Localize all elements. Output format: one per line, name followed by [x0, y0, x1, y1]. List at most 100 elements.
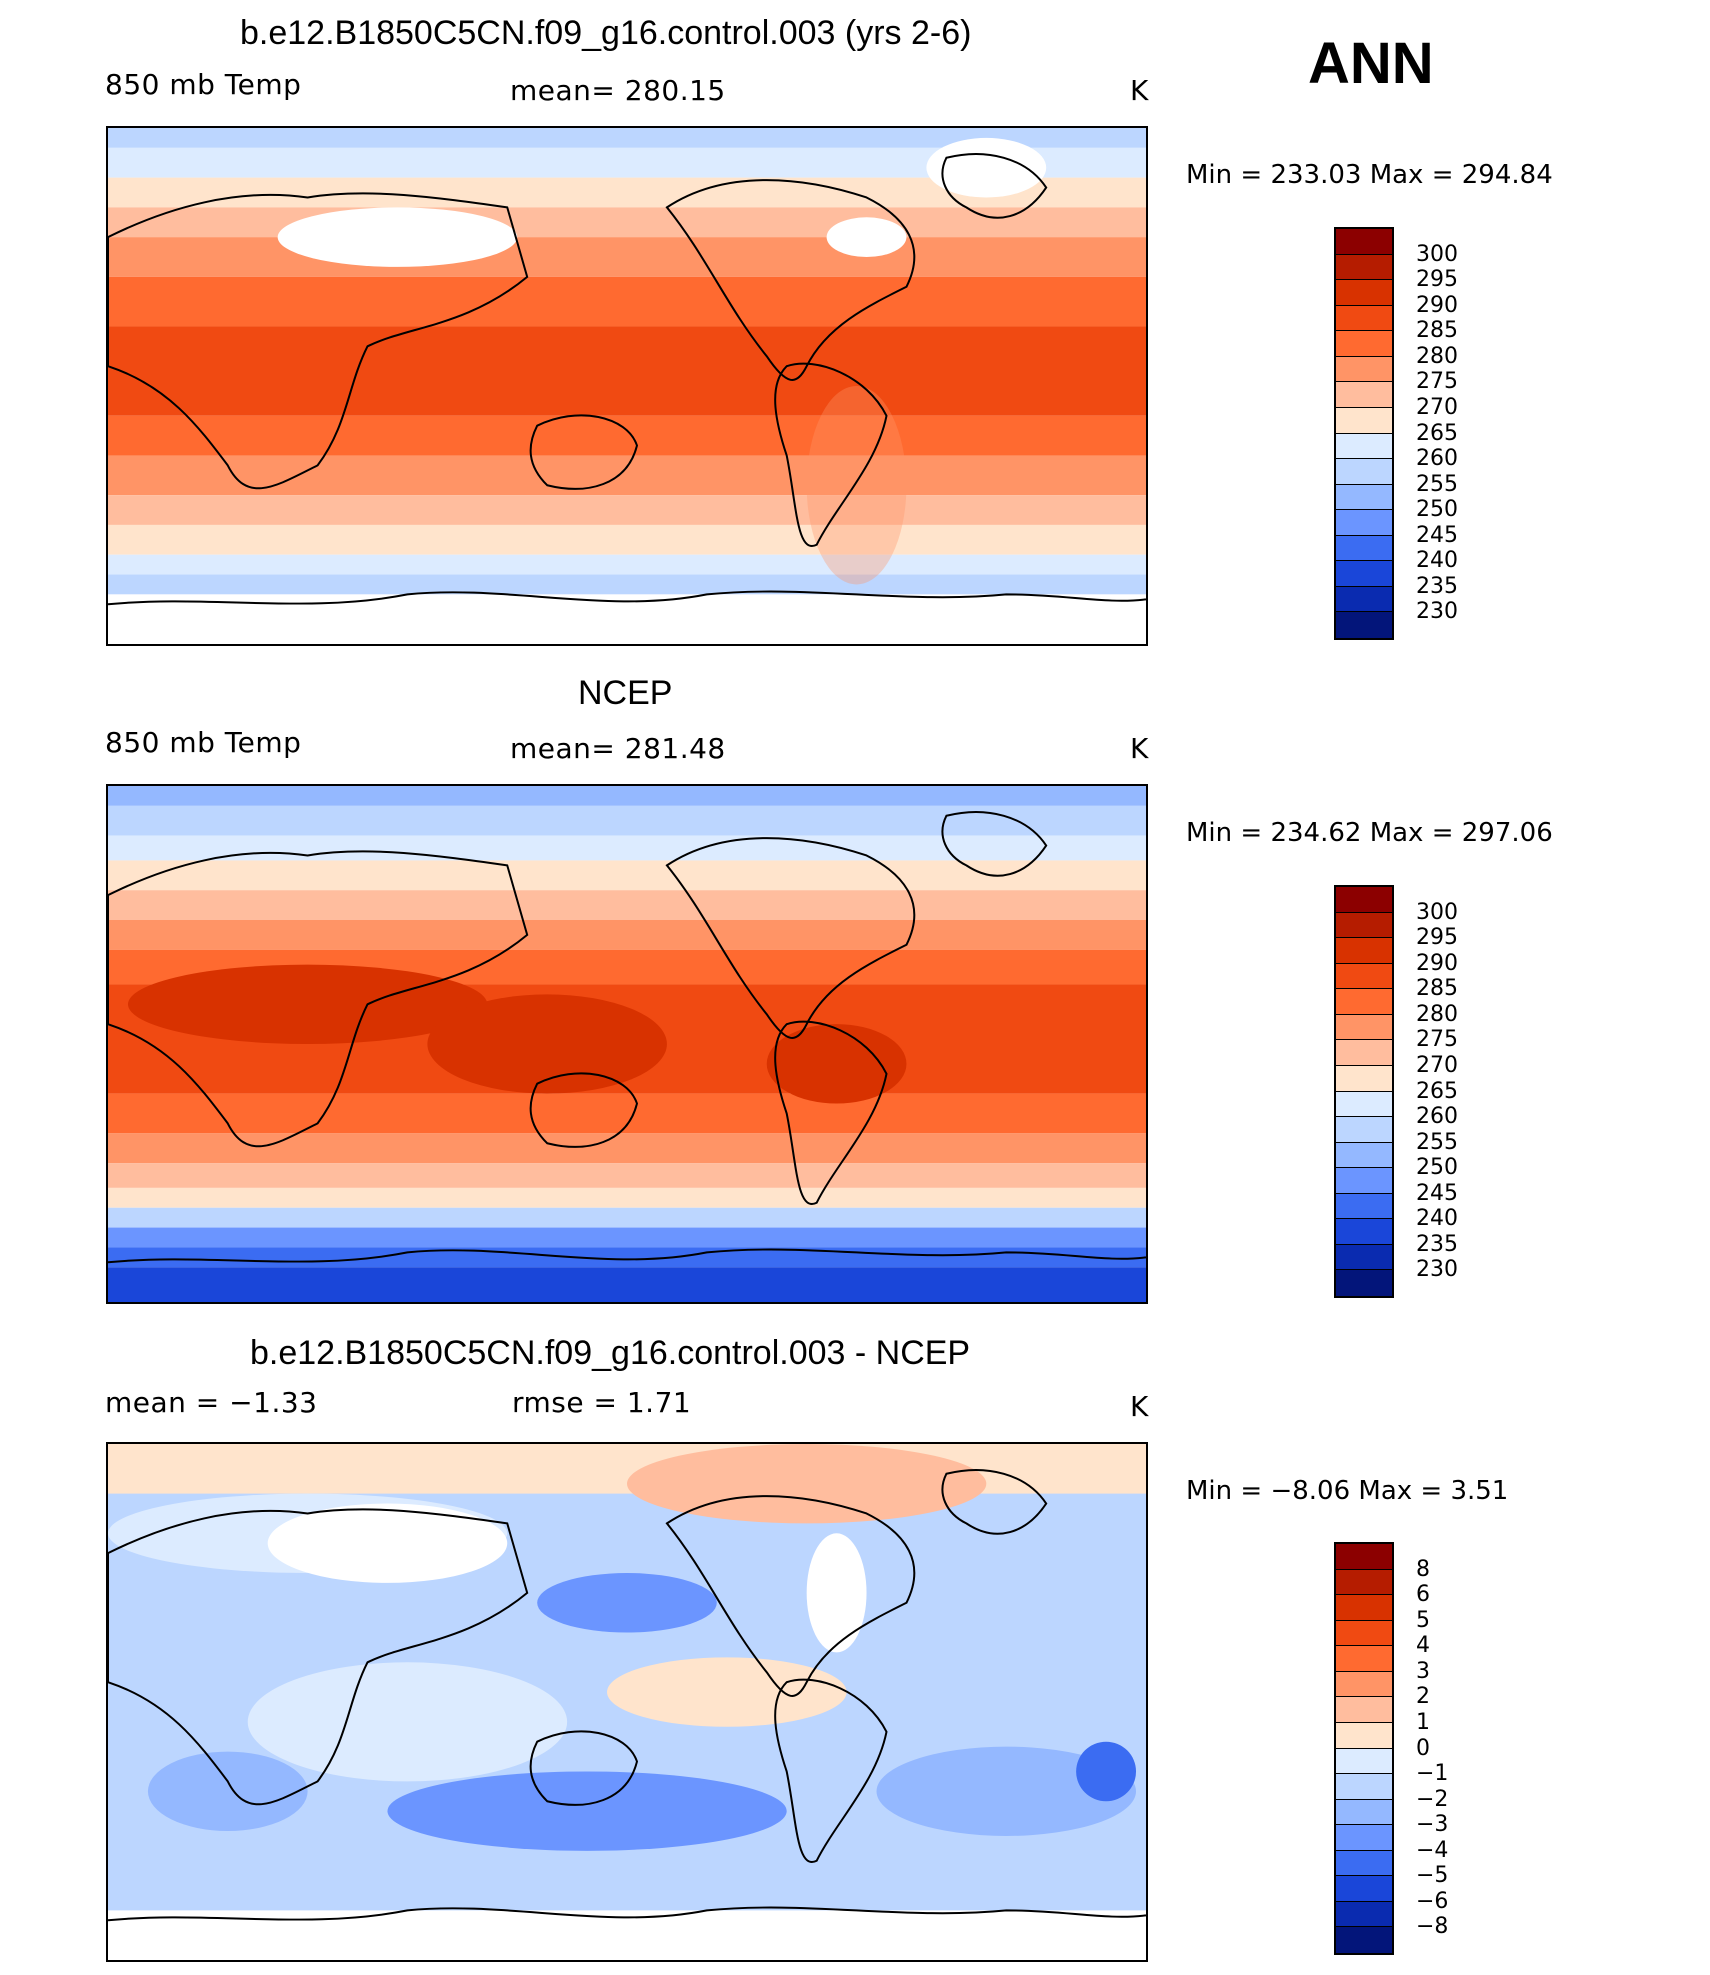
panel-3-rmse-label: rmse = 1.71 [512, 1386, 692, 1419]
colorbar-swatch [1336, 331, 1392, 357]
colorbar-swatch [1336, 510, 1392, 536]
colorbar-swatch [1336, 938, 1392, 964]
panel-3-min-max: Min = −8.06 Max = 3.51 [1186, 1476, 1509, 1506]
panel-3-title: b.e12.B1850C5CN.f09_g16.control.003 - NC… [250, 1334, 971, 1372]
colorbar-tick-label: −1 [1416, 1761, 1449, 1787]
panel-1-map-plot [108, 128, 1146, 644]
colorbar-tick-label: 2 [1416, 1684, 1430, 1710]
colorbar-tick-label: 295 [1416, 925, 1458, 951]
colorbar-swatch [1336, 963, 1392, 990]
colorbar-swatch [1336, 229, 1392, 255]
colorbar-swatch [1336, 912, 1392, 939]
colorbar-tick-label: 295 [1416, 267, 1458, 293]
panel-2-units: K [1130, 732, 1149, 765]
colorbar-swatch [1336, 1671, 1392, 1698]
colorbar-swatch [1336, 459, 1392, 485]
colorbar-tick-label: 290 [1416, 950, 1458, 976]
colorbar-tick-label: 275 [1416, 1027, 1458, 1053]
colorbar-tick-label: 270 [1416, 1052, 1458, 1078]
colorbar-tick-label: −2 [1416, 1786, 1449, 1812]
colorbar-swatch [1336, 382, 1392, 408]
panel-2-colorbar [1334, 885, 1394, 1298]
panel-3-map [106, 1442, 1148, 1962]
colorbar-swatch [1336, 254, 1392, 281]
colorbar-tick-label: −4 [1416, 1837, 1449, 1863]
panel-1-title: b.e12.B1850C5CN.f09_g16.control.003 (yrs… [240, 14, 972, 52]
colorbar-swatch [1336, 484, 1392, 511]
colorbar-swatch [1336, 1244, 1392, 1271]
colorbar-tick-label: 235 [1416, 1231, 1458, 1257]
colorbar-swatch [1336, 586, 1392, 613]
panel-1-map [106, 126, 1148, 646]
season-label: ANN [1308, 31, 1434, 96]
colorbar-tick-label: 6 [1416, 1582, 1430, 1608]
colorbar-swatch [1336, 1117, 1392, 1143]
panel-2-title: NCEP [578, 674, 673, 712]
colorbar-swatch [1336, 1774, 1392, 1800]
colorbar-tick-label: 230 [1416, 599, 1458, 625]
colorbar-swatch [1336, 1595, 1392, 1621]
colorbar-swatch [1336, 1040, 1392, 1066]
colorbar-swatch [1336, 1722, 1392, 1749]
colorbar-swatch [1336, 1876, 1392, 1902]
colorbar-swatch [1336, 1065, 1392, 1092]
colorbar-swatch [1336, 1825, 1392, 1851]
panel-3-mean-label: mean = −1.33 [105, 1386, 318, 1419]
colorbar-tick-label: 275 [1416, 369, 1458, 395]
colorbar-swatch [1336, 887, 1392, 913]
colorbar-tick-label: 235 [1416, 573, 1458, 599]
colorbar-tick-label: 8 [1416, 1556, 1430, 1582]
colorbar-swatch [1336, 1168, 1392, 1194]
colorbar-tick-label: 260 [1416, 1104, 1458, 1130]
colorbar-tick-label: 245 [1416, 1180, 1458, 1206]
colorbar-swatch [1336, 407, 1392, 434]
colorbar-tick-label: 240 [1416, 1206, 1458, 1232]
colorbar-tick-label: −3 [1416, 1812, 1449, 1838]
colorbar-tick-label: 240 [1416, 548, 1458, 574]
panel-1-variable-label: 850 mb Temp [105, 68, 302, 101]
panel-2-map [106, 784, 1148, 1304]
colorbar-tick-label: 230 [1416, 1257, 1458, 1283]
panel-1-colorbar [1334, 227, 1394, 640]
colorbar-swatch [1336, 1569, 1392, 1596]
colorbar-tick-label: 280 [1416, 1001, 1458, 1027]
panel-3-units: K [1130, 1390, 1149, 1423]
panel-2-map-plot [108, 786, 1146, 1302]
colorbar-swatch [1336, 1850, 1392, 1877]
colorbar-tick-label: 250 [1416, 497, 1458, 523]
colorbar-tick-label: 5 [1416, 1607, 1430, 1633]
colorbar-tick-label: 255 [1416, 471, 1458, 497]
colorbar-swatch [1336, 1544, 1392, 1570]
colorbar-swatch [1336, 561, 1392, 587]
colorbar-swatch [1336, 1927, 1392, 1953]
colorbar-swatch [1336, 535, 1392, 562]
colorbar-tick-label: 265 [1416, 1078, 1458, 1104]
panel-1-min-max: Min = 233.03 Max = 294.84 [1186, 160, 1553, 190]
colorbar-tick-label: 270 [1416, 394, 1458, 420]
colorbar-swatch [1336, 1646, 1392, 1672]
colorbar-swatch [1336, 1014, 1392, 1041]
panel-3-colorbar [1334, 1542, 1394, 1955]
colorbar-swatch [1336, 989, 1392, 1015]
colorbar-swatch [1336, 1142, 1392, 1169]
colorbar-swatch [1336, 1799, 1392, 1826]
colorbar-swatch [1336, 305, 1392, 332]
colorbar-tick-label: 245 [1416, 522, 1458, 548]
colorbar-tick-label: 265 [1416, 420, 1458, 446]
colorbar-tick-label: 3 [1416, 1658, 1430, 1684]
colorbar-tick-label: 290 [1416, 292, 1458, 318]
colorbar-swatch [1336, 1193, 1392, 1220]
colorbar-tick-label: 250 [1416, 1155, 1458, 1181]
colorbar-swatch [1336, 1091, 1392, 1118]
colorbar-tick-label: 285 [1416, 976, 1458, 1002]
panel-2-variable-label: 850 mb Temp [105, 726, 302, 759]
colorbar-swatch [1336, 433, 1392, 460]
colorbar-tick-label: −8 [1416, 1914, 1449, 1940]
panel-1-mean-label: mean= 280.15 [510, 74, 726, 107]
colorbar-swatch [1336, 1697, 1392, 1723]
colorbar-swatch [1336, 1219, 1392, 1245]
colorbar-tick-label: 300 [1416, 899, 1458, 925]
panel-1-units: K [1130, 74, 1149, 107]
colorbar-tick-label: 260 [1416, 446, 1458, 472]
colorbar-tick-label: 285 [1416, 318, 1458, 344]
